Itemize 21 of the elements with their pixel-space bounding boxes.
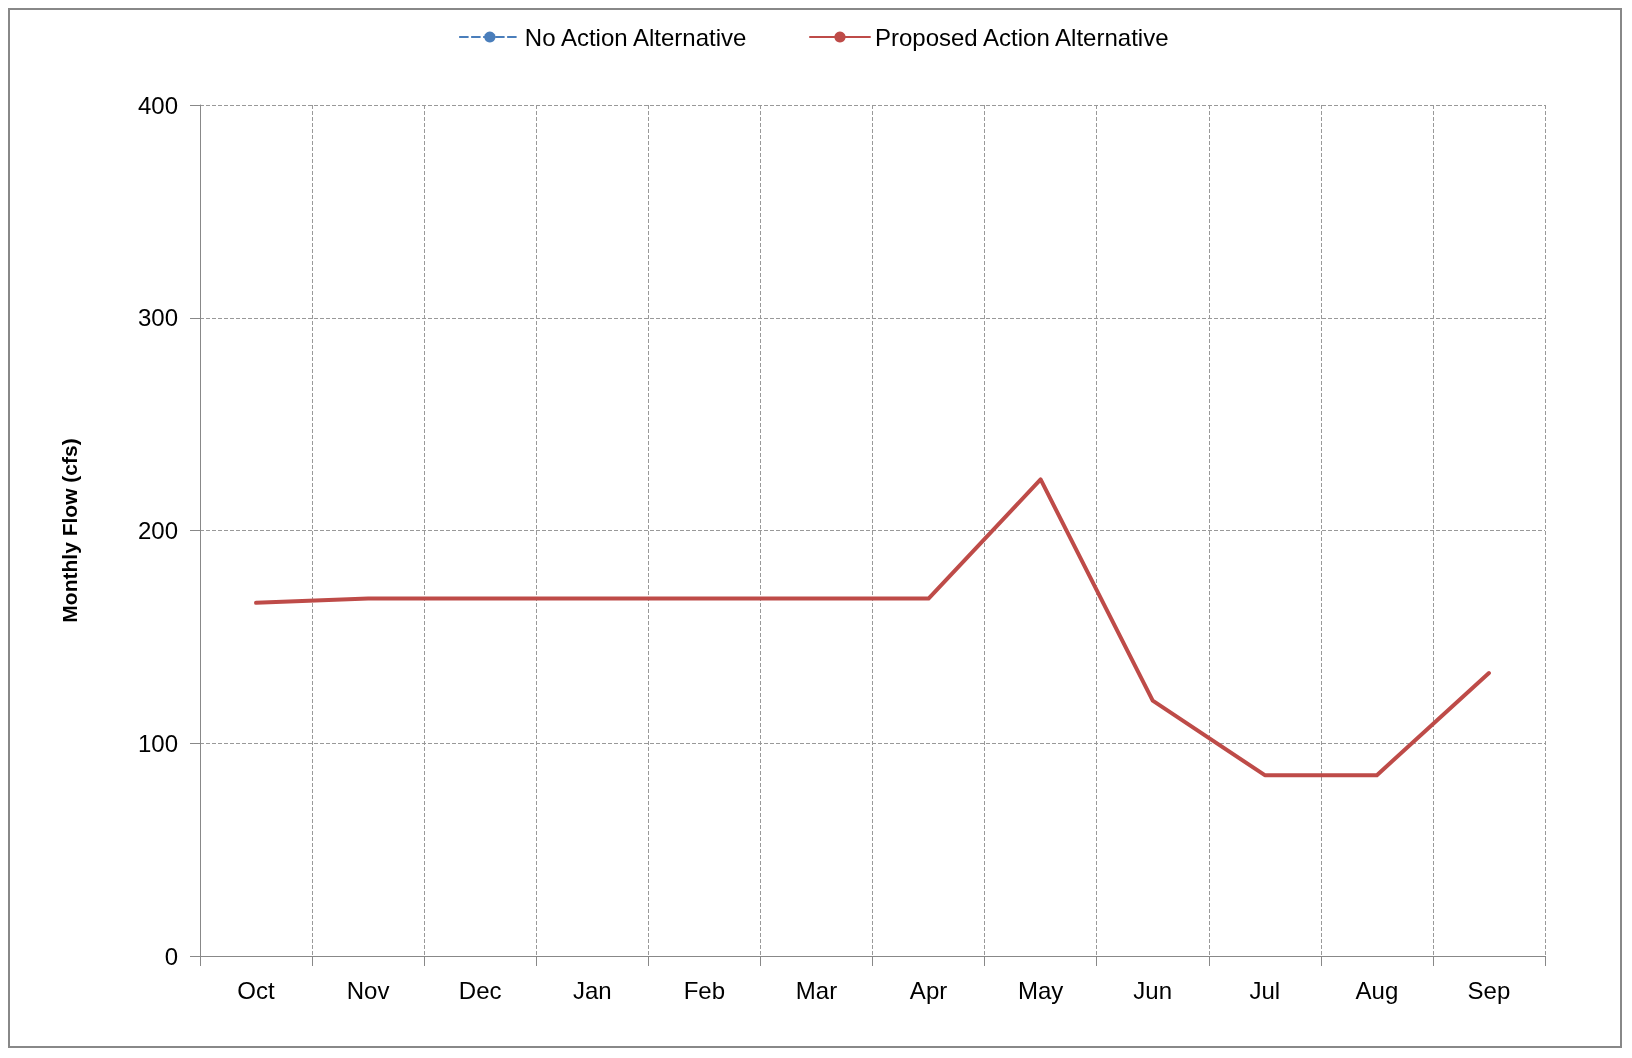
x-tick-label: Nov (346, 976, 390, 1004)
x-tick-label: Oct (237, 976, 276, 1004)
x-tick-label: Jun (1133, 976, 1173, 1004)
x-tick-label: Mar (795, 976, 838, 1004)
line-series (254, 477, 1491, 778)
x-tick-label: Apr (909, 976, 948, 1004)
y-tick-label: 400 (137, 91, 178, 119)
y-tick-label: 0 (164, 942, 178, 970)
x-tick-label: Feb (683, 976, 726, 1004)
legend-label: No Action Alternative (524, 23, 747, 51)
x-tick-label: Sep (1467, 976, 1511, 1004)
x-tick-label: Jan (572, 976, 612, 1004)
x-tick-label: May (1017, 976, 1064, 1004)
x-tick-label: Jul (1249, 976, 1281, 1004)
y-tick-label: 200 (137, 517, 178, 544)
y-tick-label: 300 (137, 304, 178, 332)
x-tick-label: Aug (1355, 976, 1399, 1004)
x-tick-label: Dec (458, 976, 502, 1004)
y-tick-label: 100 (137, 729, 178, 757)
y-axis-title: Monthly Flow (cfs) (58, 438, 81, 623)
legend-label: Proposed Action Alternative (874, 23, 1169, 51)
